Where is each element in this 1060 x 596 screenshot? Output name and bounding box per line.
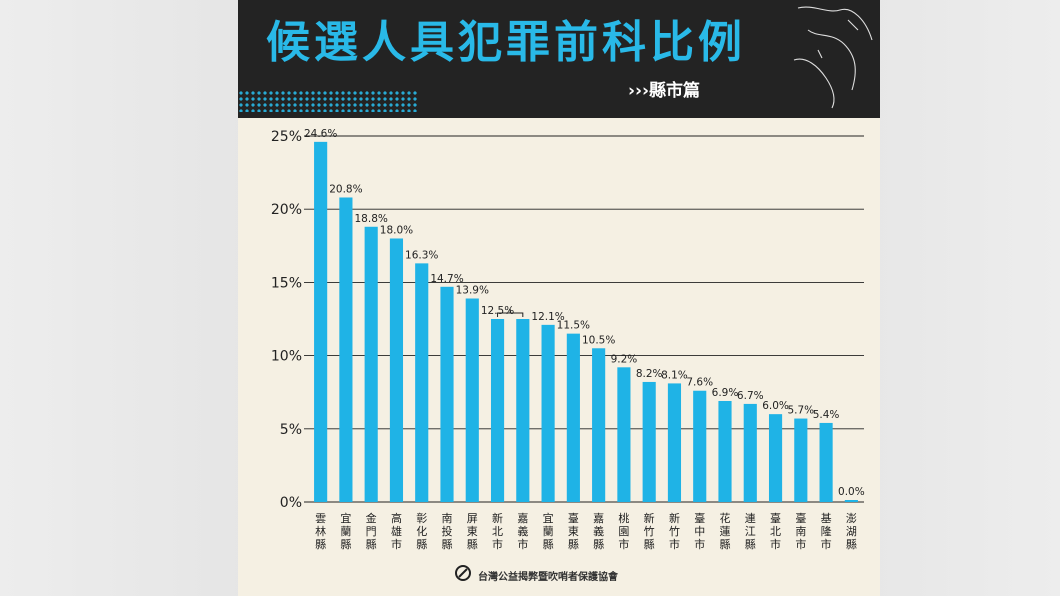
value-label: 6.0% [762, 400, 789, 412]
header-banner: 候選人具犯罪前科比例 ›››縣市篇 [238, 0, 880, 118]
category-label: 屏東縣 [467, 512, 478, 551]
value-label: 5.7% [787, 405, 814, 417]
value-label: 12.1% [531, 311, 564, 323]
bar [844, 500, 858, 502]
bar [339, 197, 353, 502]
page-subtitle: ›››縣市篇 [628, 81, 701, 101]
value-label: 0.0% [838, 486, 865, 498]
bar [490, 319, 505, 502]
y-axis-ticks: 0% 5% 10% 15% 20% 25% [271, 129, 302, 511]
value-label: 10.5% [582, 334, 615, 346]
category-label: 新竹縣 [644, 511, 655, 551]
category-label: 新竹市 [669, 511, 680, 551]
category-label: 嘉義縣 [593, 511, 604, 551]
y-tick-label: 10% [271, 349, 302, 365]
value-label: 24.6% [304, 128, 337, 140]
category-label: 臺中市 [694, 511, 705, 551]
category-label: 高雄市 [391, 511, 402, 551]
y-tick-label: 5% [280, 422, 302, 438]
y-tick-label: 15% [271, 275, 302, 291]
y-tick-label: 0% [280, 495, 302, 511]
bar [465, 298, 479, 502]
value-label: 12.5% [481, 305, 514, 317]
value-label: 9.2% [611, 353, 638, 365]
value-label: 6.7% [737, 390, 764, 402]
bar [389, 238, 404, 502]
bar [566, 333, 580, 502]
value-label: 18.8% [355, 213, 388, 225]
page-title: 候選人具犯罪前科比例 [266, 17, 746, 68]
value-label: 8.1% [661, 369, 688, 381]
organization-name: 台灣公益揭弊暨吹哨者保護協會 [478, 572, 618, 583]
category-label: 澎湖縣 [846, 512, 857, 551]
bar [541, 324, 555, 502]
value-label: 18.0% [380, 224, 413, 236]
bar [743, 403, 757, 502]
bar [617, 367, 631, 502]
organization-logo-icon [455, 565, 471, 581]
bar-chart: 0% 5% 10% 15% 20% 25% 24.6% 20.8% 18.8%18.0% 16.… [271, 128, 865, 551]
bar [592, 348, 606, 502]
bar [768, 414, 783, 502]
bar [642, 381, 656, 502]
value-label: 20.8% [329, 183, 362, 195]
category-label: 連江縣 [745, 511, 756, 551]
bars [314, 141, 858, 502]
value-labels: 24.6% 20.8% 18.8%18.0% 16.3% 14.7%13.9% 12.5%… [304, 128, 865, 498]
bar [440, 286, 454, 502]
category-label: 臺南市 [795, 511, 806, 551]
value-label: 6.9% [712, 387, 739, 399]
bar [718, 400, 732, 502]
category-label: 宜蘭縣 [340, 511, 351, 551]
infographic-card: 候選人具犯罪前科比例 ›››縣市篇 0% 5% 10% 15% 20% 25% 24.6%… [238, 0, 880, 596]
y-tick-label: 20% [271, 202, 302, 218]
bar [819, 422, 833, 502]
bar [415, 263, 429, 502]
category-label: 宜蘭縣 [543, 511, 554, 551]
category-label: 雲林縣 [315, 512, 326, 551]
category-labels: 雲林縣 宜蘭縣 金門縣 高雄市 彰化縣 南投縣 屏東縣 新北市 嘉義市 宜蘭縣 臺東縣 嘉義縣 桃園市 新… [315, 511, 857, 551]
category-label: 花蓮縣 [720, 512, 731, 551]
bar [314, 141, 328, 502]
y-tick-label: 25% [271, 129, 302, 145]
category-label: 基隆市 [821, 512, 832, 551]
value-label: 14.7% [430, 273, 463, 285]
category-label: 南投縣 [442, 512, 453, 551]
category-label: 臺北市 [770, 511, 781, 551]
bar [693, 390, 707, 502]
value-label: 8.2% [636, 368, 663, 380]
category-label: 彰化縣 [416, 511, 427, 551]
tie-bracket [497, 309, 524, 317]
category-label: 新北市 [492, 511, 503, 551]
value-label: 13.9% [456, 285, 489, 297]
category-label: 嘉義市 [517, 511, 528, 551]
bar [364, 226, 378, 502]
map-outline-icon [793, 6, 873, 109]
value-label: 11.5% [557, 320, 590, 332]
category-label: 桃園市 [618, 511, 629, 551]
category-label: 臺東縣 [568, 511, 579, 551]
category-label: 金門縣 [366, 511, 377, 551]
bar [794, 418, 808, 502]
bar [667, 383, 682, 502]
bar [516, 319, 530, 502]
footer-credit: 台灣公益揭弊暨吹哨者保護協會 [455, 565, 618, 583]
value-label: 7.6% [686, 377, 713, 389]
dot-pattern-decoration [238, 90, 418, 112]
value-label: 5.4% [813, 409, 840, 421]
value-label: 16.3% [405, 249, 438, 261]
